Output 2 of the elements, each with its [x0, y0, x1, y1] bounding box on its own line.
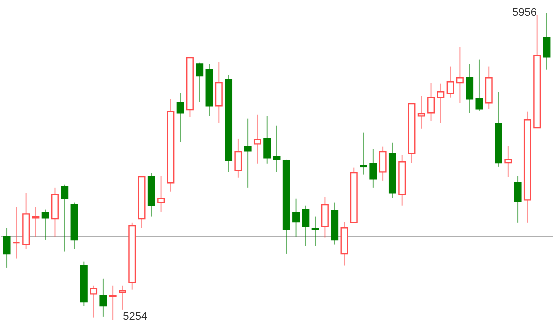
- annotation: 5254: [123, 311, 148, 323]
- annotation: 5956: [512, 7, 537, 19]
